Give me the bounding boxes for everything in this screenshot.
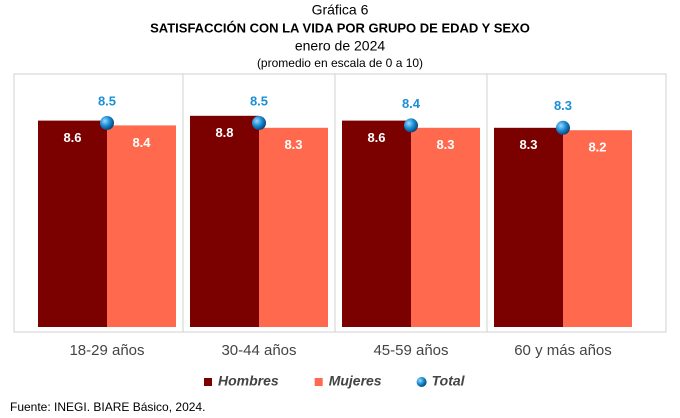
data-label: 8.6 <box>367 130 385 145</box>
plot-frame <box>13 73 667 333</box>
bar <box>190 115 259 327</box>
bar <box>563 130 632 327</box>
total-marker <box>252 116 266 130</box>
x-tick-label: 30-44 años <box>221 342 296 359</box>
data-label: 8.5 <box>98 93 116 108</box>
source: Fuente: INEGI. BIARE Básico, 2024. <box>10 400 205 414</box>
total-marker <box>556 120 570 135</box>
data-label: 8.4 <box>132 135 151 150</box>
data-label: 8.5 <box>250 93 268 108</box>
bar <box>259 127 328 327</box>
caption: Gráfica 6 <box>312 2 369 18</box>
bar <box>38 120 107 327</box>
legend-swatch <box>204 378 212 386</box>
bar <box>411 127 480 327</box>
note: (promedio en escala de 0 a 10) <box>257 56 423 70</box>
bar <box>494 127 563 327</box>
legend-label: Mujeres <box>329 373 382 389</box>
chart-title: SATISFACCIÓN CON LA VIDA POR GRUPO DE ED… <box>150 20 530 35</box>
data-label: 8.4 <box>402 96 421 111</box>
bar <box>107 125 176 328</box>
data-label: 8.8 <box>215 125 233 140</box>
subtitle: enero de 2024 <box>295 38 386 54</box>
x-tick-label: 60 y más años <box>514 342 612 359</box>
legend-swatch <box>314 378 323 386</box>
total-marker <box>100 116 114 130</box>
legend-marker <box>416 377 427 387</box>
bar <box>342 120 411 327</box>
data-label: 8.3 <box>519 137 537 152</box>
data-label: 8.2 <box>588 140 606 155</box>
data-label: 8.6 <box>63 130 81 145</box>
legend-label: Total <box>432 373 466 389</box>
data-label: 8.3 <box>284 137 302 152</box>
x-tick-label: 45-59 años <box>373 342 448 359</box>
data-label: 8.3 <box>436 137 454 152</box>
legend-label: Hombres <box>218 373 279 389</box>
total-marker <box>404 118 418 133</box>
data-label: 8.3 <box>554 98 572 113</box>
x-tick-label: 18-29 años <box>69 342 144 359</box>
